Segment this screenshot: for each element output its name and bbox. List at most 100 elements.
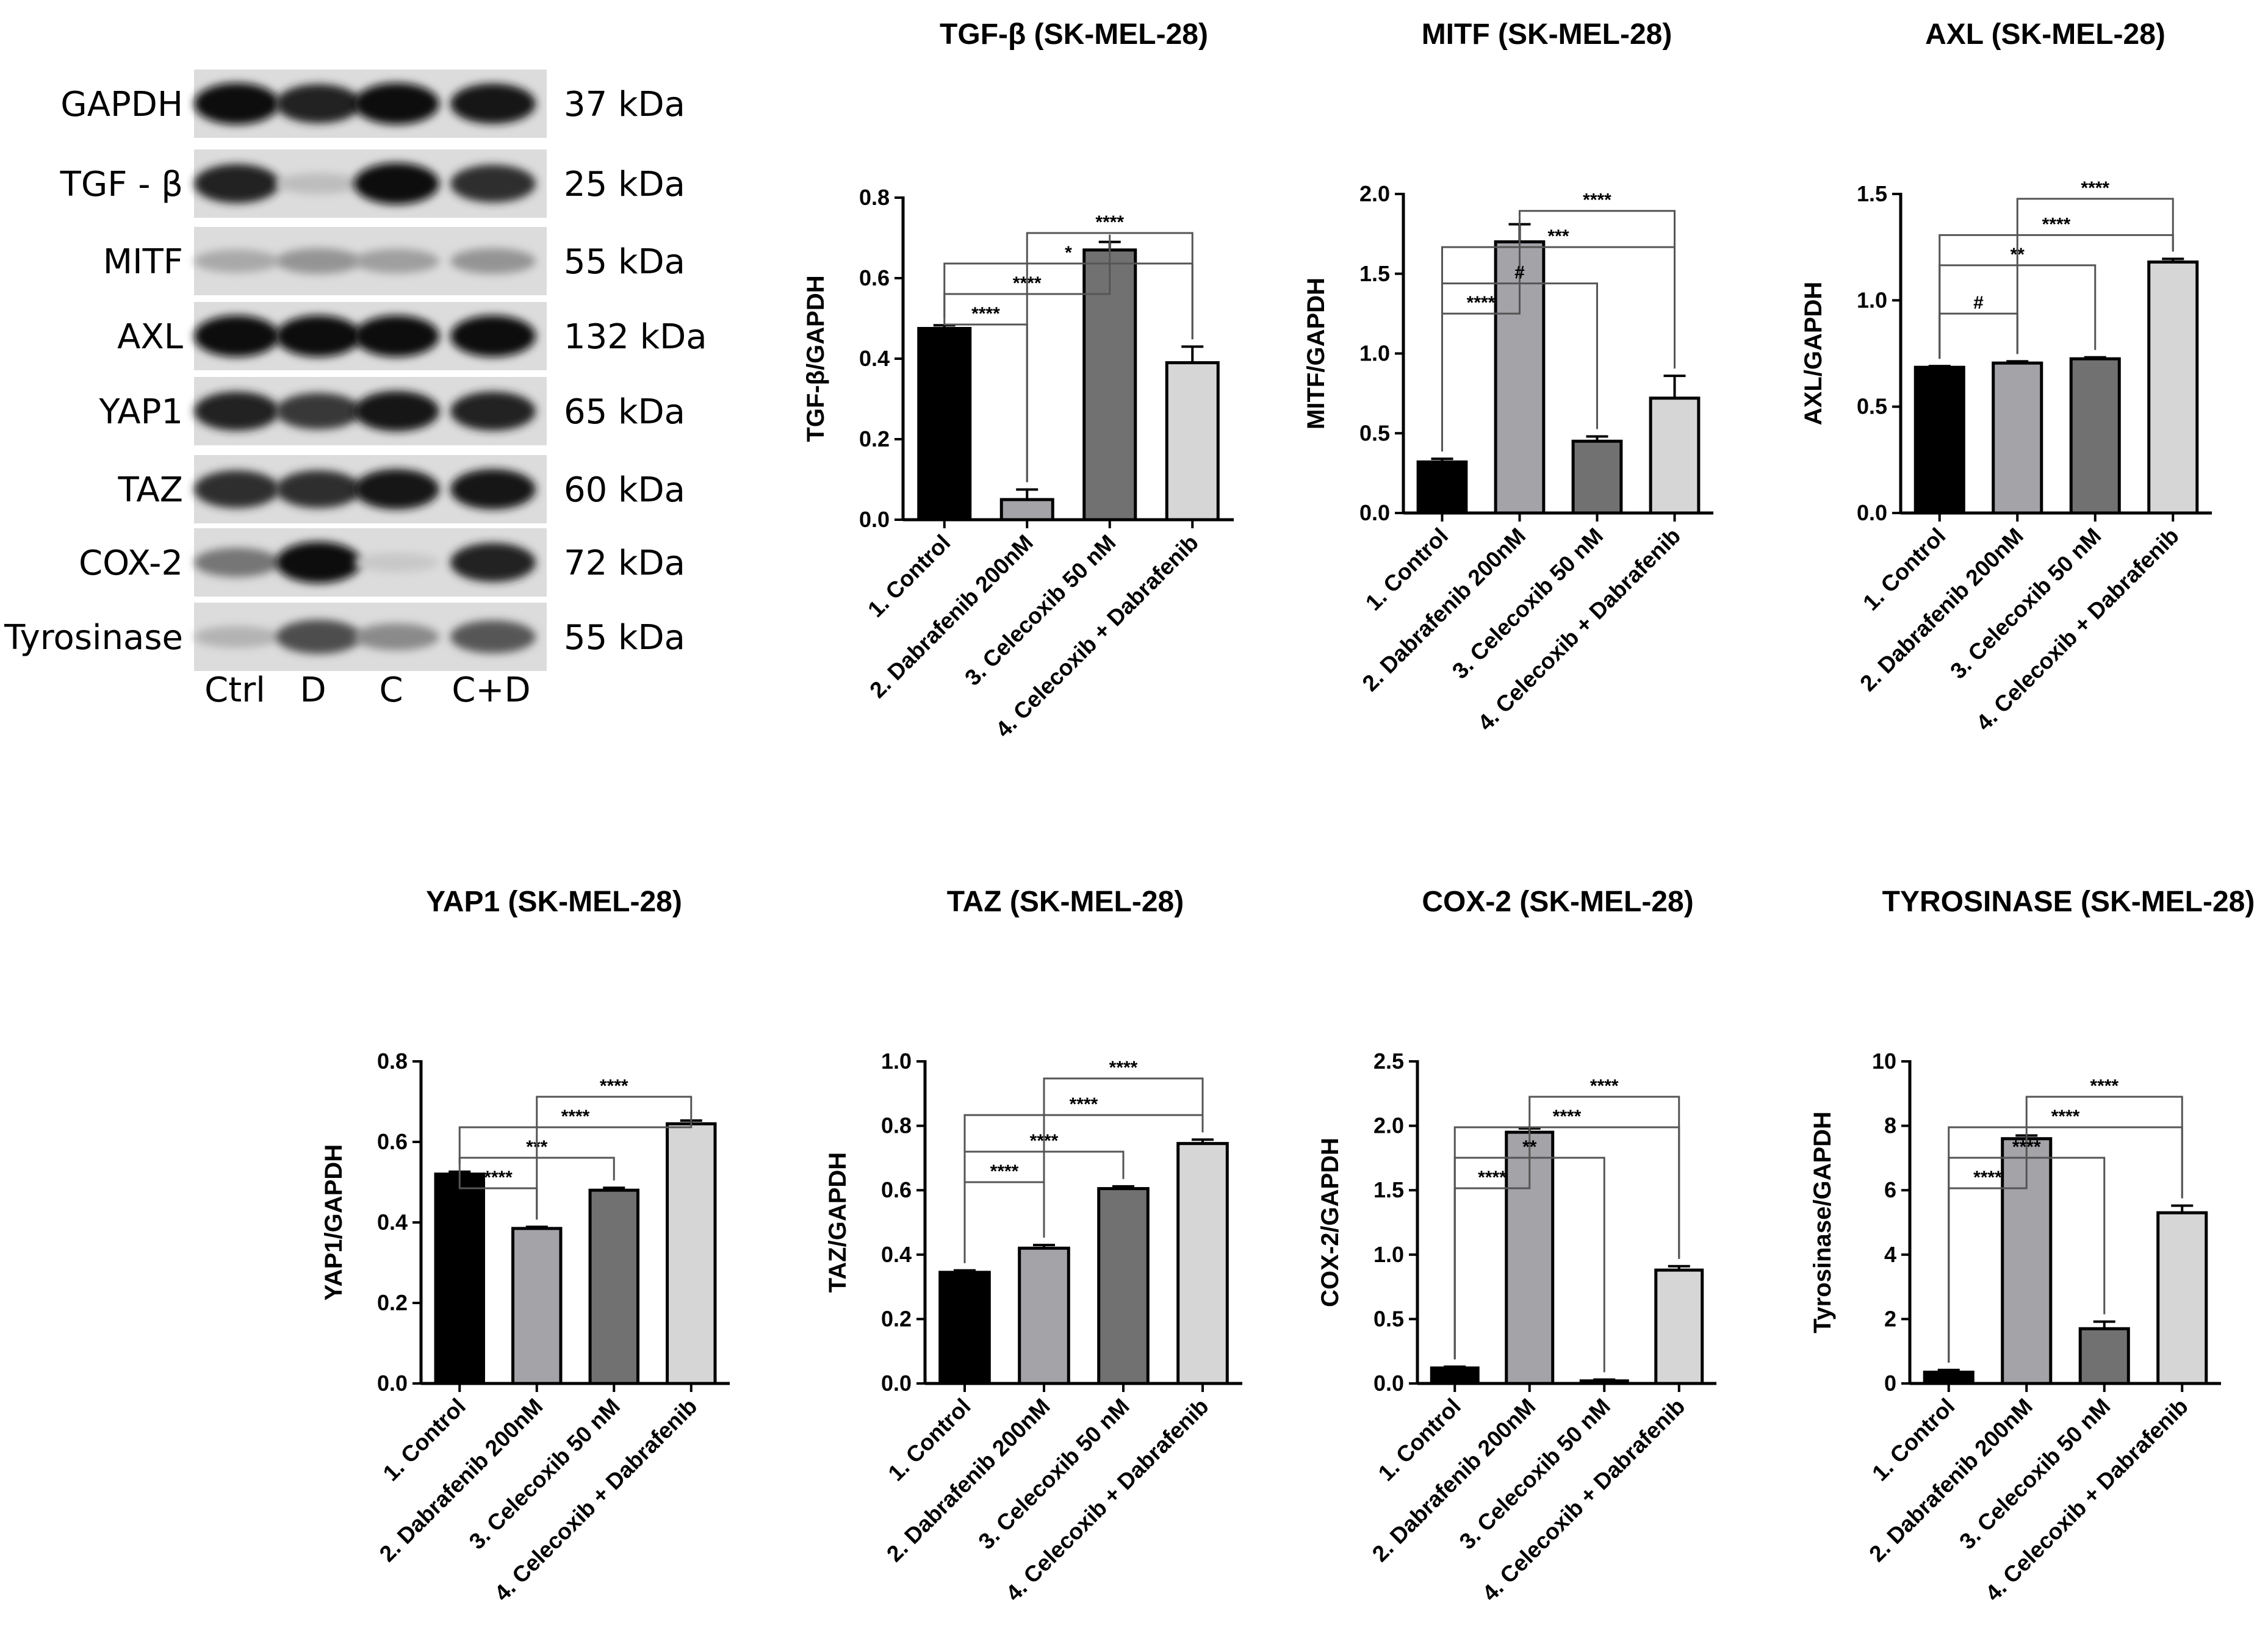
blot-band bbox=[354, 315, 439, 357]
blot-band bbox=[354, 249, 439, 273]
y-tick-label: 0.0 bbox=[881, 1371, 912, 1396]
blot-band bbox=[450, 543, 536, 582]
blot-band bbox=[354, 623, 439, 650]
significance-label: **** bbox=[1553, 1107, 1582, 1127]
chart-title: YAP1 (SK-MEL-28) bbox=[426, 886, 682, 918]
lane-label: D bbox=[300, 670, 326, 710]
blot-band bbox=[354, 163, 439, 204]
x-tick-label: 3. Celecoxib 50 nM bbox=[1447, 523, 1608, 684]
bar bbox=[2078, 1327, 2130, 1385]
y-tick-label: 0.8 bbox=[377, 1049, 408, 1074]
y-tick-label: 1.0 bbox=[1373, 1242, 1404, 1267]
y-tick-label: 0.4 bbox=[881, 1242, 912, 1267]
significance-label: **** bbox=[561, 1107, 590, 1127]
x-tick-label: 3. Celecoxib 50 nM bbox=[464, 1394, 625, 1554]
chart-5: TAZ (SK-MEL-28) 0.0 0.2 0.4 0.6 0.8 1.0 TAZ/GAP… bbox=[824, 886, 1242, 1606]
significance-label: **** bbox=[2012, 1137, 2041, 1157]
chart-title: AXL (SK-MEL-28) bbox=[1925, 18, 2165, 51]
significance-bracket bbox=[458, 1113, 693, 1164]
y-tick-label: 0.2 bbox=[881, 1306, 912, 1331]
y-tick-label: 2.5 bbox=[1373, 1049, 1404, 1074]
lane-label: Ctrl bbox=[204, 670, 265, 710]
bar bbox=[666, 1122, 717, 1385]
blot-band bbox=[194, 83, 279, 124]
blot-protein-label: Tyrosinase bbox=[4, 618, 183, 658]
blot-size-label: 55 kDa bbox=[564, 618, 685, 658]
significance-label: *** bbox=[1547, 226, 1569, 246]
blot-band bbox=[276, 470, 361, 508]
blot-protein-label: GAPDH bbox=[60, 85, 183, 124]
y-tick-label: 1.0 bbox=[1857, 287, 1887, 312]
blot-size-label: 65 kDa bbox=[564, 392, 685, 432]
bar bbox=[938, 1271, 991, 1385]
blot-band bbox=[194, 392, 279, 431]
significance-bracket bbox=[1948, 1126, 2183, 1363]
y-axis-label: YAP1/GAPDH bbox=[320, 1144, 347, 1301]
blot-protein-label: TAZ bbox=[117, 470, 183, 510]
significance-bracket bbox=[1026, 232, 1193, 483]
significance-label: **** bbox=[990, 1161, 1019, 1182]
significance-bracket bbox=[2016, 198, 2174, 354]
blot-band bbox=[354, 469, 439, 509]
y-tick-label: 1.0 bbox=[881, 1049, 912, 1074]
x-tick-label: 3. Celecoxib 50 nM bbox=[1945, 523, 2106, 684]
significance-bracket bbox=[1528, 1096, 1680, 1259]
significance-label: **** bbox=[2081, 178, 2109, 198]
western-blot-panel: GAPDH 37 kDa TGF - β 25 kDa MITF 55 kDa AXL 132… bbox=[4, 70, 707, 710]
blot-band bbox=[276, 620, 361, 654]
y-tick-label: 0.8 bbox=[881, 1113, 912, 1138]
y-axis-label: COX-2/GAPDH bbox=[1317, 1138, 1344, 1307]
significance-label: **** bbox=[1467, 293, 1496, 313]
y-tick-label: 8 bbox=[1884, 1113, 1896, 1138]
significance-bracket bbox=[943, 262, 1193, 340]
chart-1: TGF-β (SK-MEL-28) 0.0 0.2 0.4 0.6 0.8 TGF-β/GA… bbox=[802, 18, 1234, 742]
y-tick-label: 0.5 bbox=[1857, 394, 1887, 419]
significance-label: ** bbox=[1522, 1137, 1537, 1157]
blot-protein-label: YAP1 bbox=[98, 392, 183, 432]
blot-band bbox=[194, 470, 279, 508]
x-tick-label: 3. Celecoxib 50 nM bbox=[974, 1394, 1134, 1554]
blot-size-label: 37 kDa bbox=[564, 85, 685, 124]
significance-label: **** bbox=[484, 1168, 513, 1188]
y-axis-label: MITF/GAPDH bbox=[1303, 278, 1330, 429]
lane-label: C bbox=[379, 670, 403, 710]
blot-band bbox=[276, 84, 361, 123]
bar bbox=[1416, 460, 1468, 515]
x-tick-label: 2. Dabrafenib 200nM bbox=[865, 530, 1037, 703]
blot-band bbox=[450, 620, 536, 653]
significance-label: **** bbox=[1095, 212, 1124, 232]
significance-label: **** bbox=[1590, 1076, 1619, 1096]
y-axis-label: AXL/GAPDH bbox=[1800, 282, 1827, 426]
y-tick-label: 0.4 bbox=[377, 1210, 408, 1235]
blot-band bbox=[276, 393, 361, 429]
y-tick-label: 6 bbox=[1884, 1177, 1896, 1202]
blot-size-label: 60 kDa bbox=[564, 470, 685, 510]
x-tick-label: 3. Celecoxib 50 nM bbox=[960, 530, 1120, 691]
significance-label: **** bbox=[1478, 1168, 1507, 1188]
significance-bracket bbox=[1043, 1077, 1204, 1238]
bar bbox=[1992, 361, 2043, 515]
y-tick-label: 0.2 bbox=[859, 426, 890, 451]
bar bbox=[1654, 1268, 1704, 1385]
blot-size-label: 55 kDa bbox=[564, 242, 685, 282]
x-tick-label: 3. Celecoxib 50 nM bbox=[1455, 1394, 1615, 1554]
bar bbox=[1018, 1246, 1070, 1385]
blot-band bbox=[354, 391, 439, 431]
bar bbox=[1165, 361, 1220, 522]
bar bbox=[1649, 396, 1701, 515]
y-tick-label: 0.6 bbox=[881, 1177, 912, 1202]
bar bbox=[917, 327, 972, 522]
significance-label: **** bbox=[600, 1076, 628, 1096]
blot-size-label: 25 kDa bbox=[564, 165, 685, 204]
bar bbox=[1913, 365, 1965, 515]
bar bbox=[2069, 357, 2121, 515]
blot-protein-label: AXL bbox=[117, 317, 183, 357]
y-tick-label: 0.4 bbox=[859, 346, 890, 371]
blot-band bbox=[276, 248, 361, 274]
bar bbox=[2156, 1211, 2208, 1385]
blot-band bbox=[450, 84, 536, 124]
y-tick-label: 0.5 bbox=[1373, 1306, 1404, 1331]
significance-bracket bbox=[963, 1114, 1204, 1263]
significance-bracket bbox=[536, 1096, 693, 1220]
